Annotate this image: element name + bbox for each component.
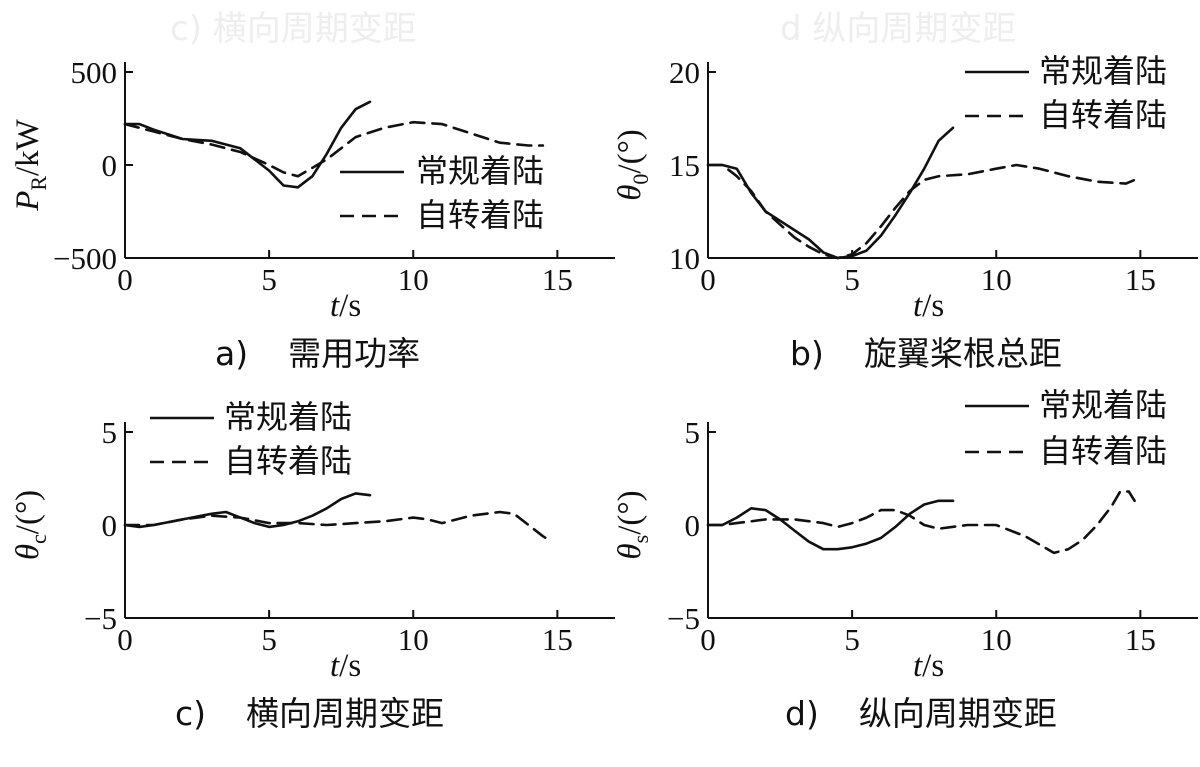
x-tick-label: 15 [1125, 622, 1156, 657]
x-tick-label: 5 [844, 622, 860, 657]
legend-label: 自转着陆 [224, 442, 352, 480]
x-tick-label: 5 [844, 262, 860, 297]
series-line-autorotation [123, 510, 553, 544]
y-tick-label: 0 [102, 148, 118, 183]
series-line-conventional [706, 126, 955, 260]
x-tick-label: 10 [398, 622, 429, 657]
y-axis-label: θc/(°) [10, 490, 51, 560]
y-tick-label: −5 [667, 601, 700, 636]
panel-caption: d) 纵向周期变距 [785, 694, 1057, 733]
x-tick-label: 10 [981, 622, 1012, 657]
y-tick-label: 0 [685, 508, 701, 543]
legend-label: 自转着陆 [1039, 432, 1167, 470]
legend-label: 常规着陆 [1039, 52, 1167, 90]
x-tick-label: 10 [981, 262, 1012, 297]
y-tick-label: 20 [669, 55, 700, 90]
x-tick-label: 5 [261, 622, 277, 657]
x-tick-label: 0 [700, 622, 716, 657]
y-tick-label: 5 [102, 415, 118, 450]
x-tick-label: 0 [117, 622, 133, 657]
x-tick-label: 0 [700, 262, 716, 297]
y-axis-label: θ0/(°) [612, 129, 653, 201]
x-tick-label: 0 [117, 262, 133, 297]
y-tick-label: 15 [669, 148, 700, 183]
series-line-conventional [123, 100, 372, 189]
legend-label: 自转着陆 [416, 196, 544, 234]
series-line-conventional [706, 499, 955, 551]
series-line-conventional [123, 492, 372, 529]
x-axis-label: t/s [913, 648, 944, 684]
x-tick-label: 15 [542, 622, 573, 657]
panel-caption: a) 需用功率 [215, 334, 420, 373]
legend-label: 自转着陆 [1039, 96, 1167, 134]
y-tick-label: 0 [102, 508, 118, 543]
ghost-text-right: d 纵向周期变距 [780, 9, 1016, 49]
panel-caption: c) 横向周期变距 [175, 694, 444, 733]
x-axis-label: t/s [330, 288, 361, 324]
ghost-text-left: c) 横向周期变距 [170, 9, 417, 49]
legend-label: 常规着陆 [416, 152, 544, 190]
x-axis-label: t/s [330, 648, 361, 684]
y-tick-label: −5 [84, 601, 117, 636]
y-axis-label: θs/(°) [612, 490, 653, 559]
series-line-autorotation [123, 120, 545, 178]
y-tick-label: 500 [71, 55, 118, 90]
legend-label: 常规着陆 [1039, 386, 1167, 424]
x-tick-label: 15 [1125, 262, 1156, 297]
x-tick-label: 5 [261, 262, 277, 297]
y-tick-label: −500 [53, 241, 117, 276]
x-axis-label: t/s [913, 288, 944, 324]
y-axis-label: PR/kW [10, 118, 51, 212]
x-tick-label: 15 [542, 262, 573, 297]
x-tick-label: 10 [398, 262, 429, 297]
legend-label: 常规着陆 [224, 398, 352, 436]
series-line-autorotation [706, 163, 1136, 260]
series-line-autorotation [706, 490, 1136, 555]
panel-caption: b) 旋翼桨根总距 [790, 334, 1062, 373]
y-tick-label: 5 [685, 415, 701, 450]
y-tick-label: 10 [669, 241, 700, 276]
